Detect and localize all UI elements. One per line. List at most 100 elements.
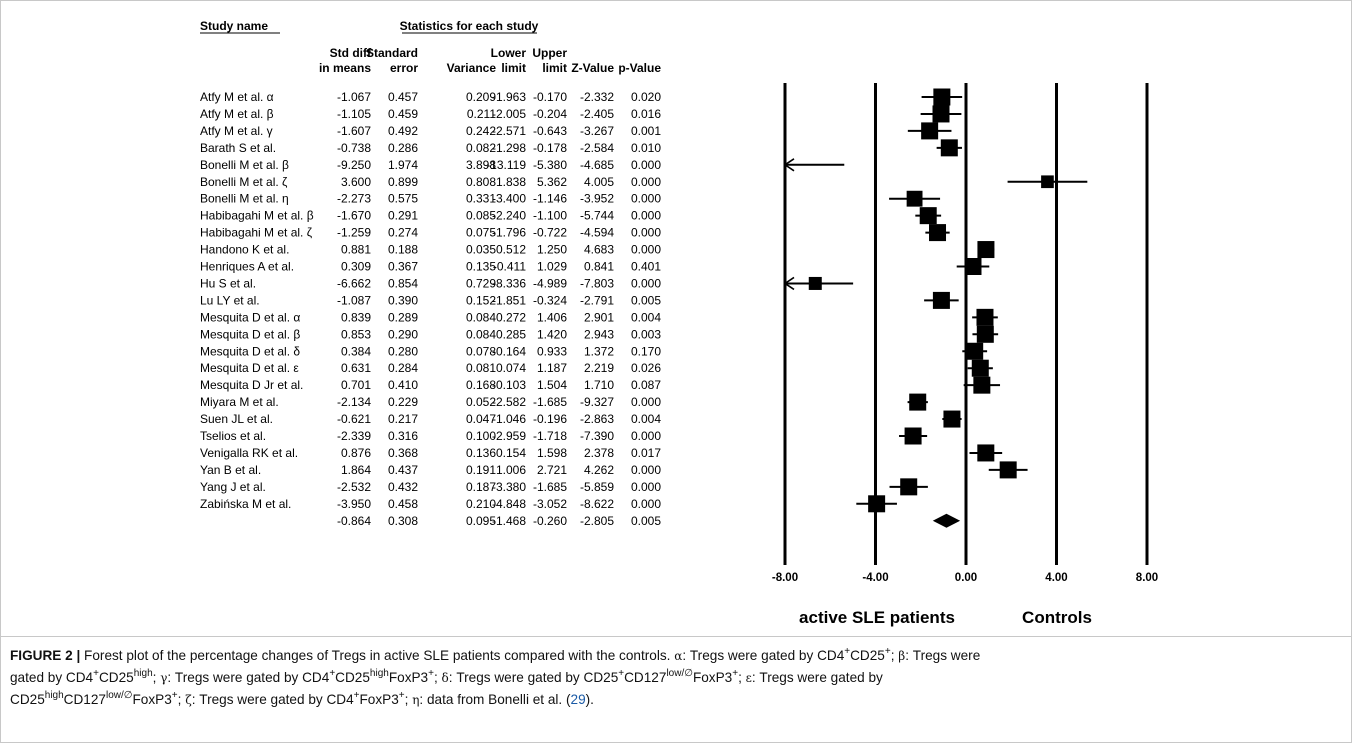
cell-p-value: 0.000 (631, 158, 661, 172)
cell-z-value: -2.863 (580, 412, 614, 426)
cell-z-value: -2.332 (580, 90, 614, 104)
cell-std-diff: 0.876 (341, 446, 371, 460)
caption-superscript: + (618, 668, 625, 679)
column-header-std-error: Standard (366, 46, 418, 60)
caption-superscript: + (329, 668, 336, 679)
cell-std-diff: -0.864 (337, 514, 371, 528)
study-name: Miyara M et al. (200, 395, 279, 409)
ci-truncation-arrow (783, 276, 795, 291)
caption-text: ). (585, 692, 594, 707)
cell-std-error: 0.367 (388, 260, 418, 274)
ci-truncation-arrow (783, 158, 795, 172)
study-name: Mesquita D et al. ε (200, 361, 299, 375)
cell-std-error: 0.291 (388, 209, 418, 223)
cell-z-value: -4.685 (580, 158, 614, 172)
cell-z-value: -3.267 (580, 124, 614, 138)
cell-p-value: 0.000 (631, 192, 661, 206)
study-name: Tselios et al. (200, 429, 266, 443)
cell-z-value: 4.683 (584, 243, 614, 257)
cell-std-diff: -0.738 (337, 141, 371, 155)
study-name: Barath S et al. (200, 141, 276, 155)
caption-superscript: + (732, 668, 739, 679)
x-tick-label: 0.00 (955, 572, 977, 584)
study-name: Mesquita D et al. β (200, 327, 300, 341)
cell-p-value: 0.026 (631, 361, 661, 375)
point-estimate (1041, 175, 1054, 189)
cell-p-value: 0.000 (631, 480, 661, 494)
cell-z-value: -8.622 (580, 497, 614, 511)
point-estimate (868, 495, 886, 513)
caption-text: ; (738, 670, 746, 685)
column-header-std-diff: in means (319, 61, 371, 75)
point-estimate (909, 393, 927, 411)
cell-p-value: 0.000 (631, 175, 661, 189)
cell-upper-limit: -0.196 (533, 412, 567, 426)
point-estimate (932, 291, 950, 309)
cell-upper-limit: 1.504 (537, 378, 567, 392)
cell-z-value: 2.219 (584, 361, 614, 375)
study-name: Mesquita D et al. δ (200, 344, 300, 358)
cell-variance: 0.331 (466, 192, 496, 206)
cell-std-error: 0.437 (388, 463, 418, 477)
caption-text: CD25 (335, 670, 370, 685)
caption-symbol: δ (441, 671, 449, 685)
point-estimate (977, 444, 995, 462)
caption-text: ; (890, 648, 899, 663)
cell-upper-limit: -0.643 (533, 124, 567, 138)
caption-superscript: high (369, 668, 389, 679)
cell-p-value: 0.001 (631, 124, 661, 138)
cell-variance: 0.187 (466, 480, 496, 494)
forest-plot-figure: Study name Statistics for each study Std… (200, 19, 1158, 627)
x-tick-label: -4.00 (862, 572, 888, 584)
cell-std-error: 0.308 (388, 514, 418, 528)
study-name: Atfy M et al. α (200, 90, 274, 104)
point-estimate (933, 88, 951, 106)
cell-p-value: 0.017 (631, 446, 661, 460)
caption-text: CD25 (850, 648, 885, 663)
cell-lower-limit: -2.571 (492, 124, 526, 138)
study-name: Bonelli M et al. η (200, 192, 289, 206)
caption-text: ; (433, 670, 442, 685)
cell-upper-limit: -1.718 (533, 429, 567, 443)
cell-std-error: 1.974 (388, 158, 418, 172)
cell-variance: 0.084 (466, 310, 496, 324)
study-table: Atfy M et al. α -1.067 0.457 0.209-1.963 -0.… (200, 90, 661, 528)
cell-lower-limit: -3.380 (492, 480, 526, 494)
cell-upper-limit: -0.324 (533, 293, 567, 307)
cell-std-diff: -2.134 (337, 395, 371, 409)
caption-text: : Tregs were (905, 648, 981, 663)
study-name: Bonelli M et al. ζ (200, 175, 288, 189)
caption-text: ; (404, 692, 413, 707)
cell-variance: 0.084 (466, 327, 496, 341)
caption-text: : Tregs were gated by CD4 (167, 670, 330, 685)
cell-variance: 0.210 (466, 497, 496, 511)
cell-std-error: 0.368 (388, 446, 418, 460)
x-tick-label: 4.00 (1045, 572, 1067, 584)
cell-p-value: 0.004 (631, 412, 661, 426)
caption-text: ; (177, 692, 186, 707)
cell-p-value: 0.000 (631, 395, 661, 409)
cell-variance: 0.085 (466, 209, 496, 223)
pooled-estimate-diamond (932, 513, 961, 528)
cell-std-error: 0.316 (388, 429, 418, 443)
point-estimate (973, 376, 991, 394)
cell-std-diff: 0.309 (341, 260, 371, 274)
cell-std-diff: -6.662 (337, 276, 371, 290)
study-name: Yan B et al. (200, 463, 261, 477)
cell-upper-limit: 1.187 (537, 361, 567, 375)
caption-symbol: η (412, 693, 420, 707)
caption-symbol: β (898, 649, 906, 663)
point-estimate (906, 190, 923, 207)
study-name: Suen JL et al. (200, 412, 273, 426)
study-name: Handono K et al. (200, 243, 289, 257)
citation-link[interactable]: 29 (570, 692, 586, 707)
cell-lower-limit: 0.512 (496, 243, 526, 257)
cell-upper-limit: 1.250 (537, 243, 567, 257)
cell-variance: 0.168 (466, 378, 496, 392)
cell-lower-limit: -0.411 (493, 260, 526, 274)
column-header-std-error: error (390, 61, 418, 75)
study-name: Henriques A et al. (200, 260, 294, 274)
cell-std-diff: 1.864 (341, 463, 371, 477)
